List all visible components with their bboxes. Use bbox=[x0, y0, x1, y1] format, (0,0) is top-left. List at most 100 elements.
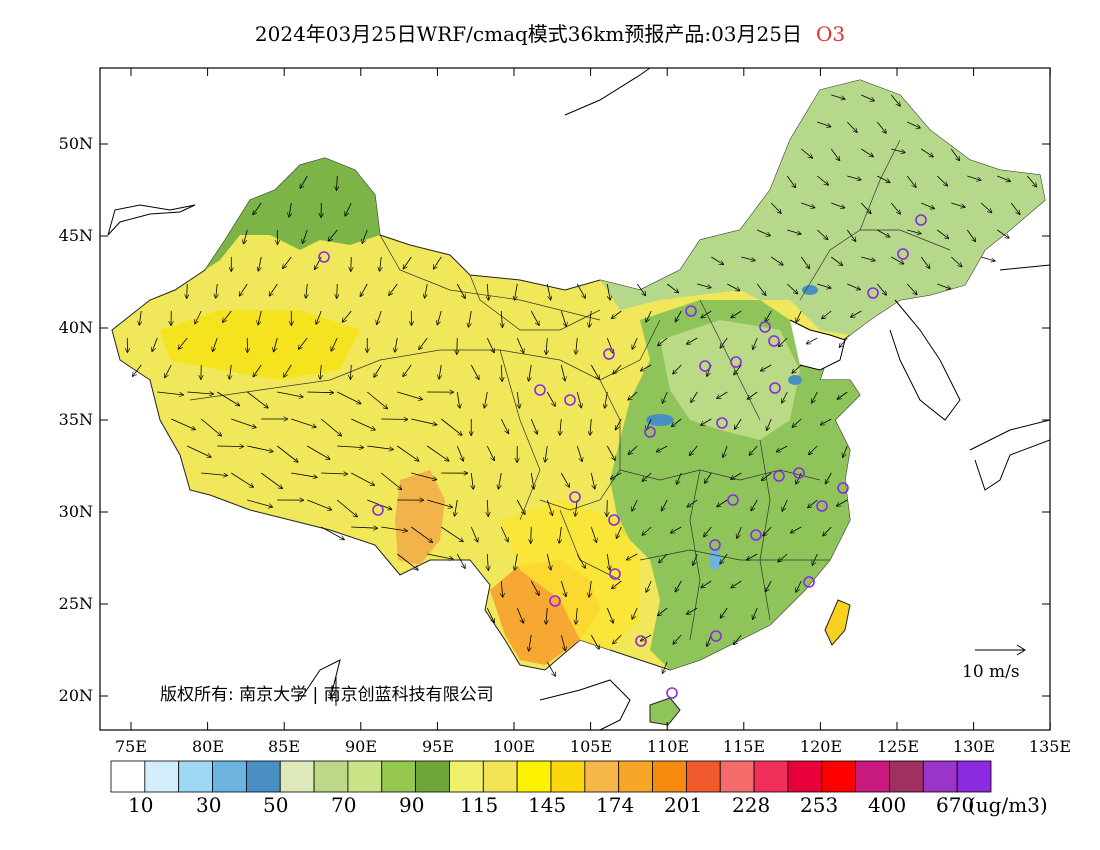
wind-arrow bbox=[877, 229, 889, 237]
wind-arrow bbox=[632, 607, 638, 619]
lon-label: 100E bbox=[493, 737, 535, 756]
wind-arrow bbox=[671, 526, 682, 533]
legend-swatch bbox=[347, 760, 383, 793]
wind-arrow bbox=[690, 445, 698, 455]
map-title: 2024年03月25日WRF/cmaq模式36km预报产品:03月25日 O3 bbox=[0, 18, 1100, 47]
wind-arrow bbox=[380, 256, 382, 271]
wind-arrow bbox=[936, 175, 947, 186]
region-northeast bbox=[600, 80, 1045, 335]
wind-arrow bbox=[765, 310, 772, 321]
station-marker bbox=[793, 467, 805, 479]
wind-arrow bbox=[741, 256, 755, 261]
wind-arrow bbox=[303, 229, 308, 243]
pollutant-label: O3 bbox=[815, 22, 846, 46]
wind-arrow bbox=[590, 364, 599, 379]
wind-arrow bbox=[501, 580, 502, 597]
wind-arrow bbox=[590, 526, 596, 542]
wind-arrow bbox=[244, 229, 248, 244]
lon-label: 125E bbox=[877, 737, 919, 756]
wind-arrow bbox=[753, 607, 758, 619]
wind-arrow bbox=[967, 175, 980, 180]
wind-arrow bbox=[470, 364, 479, 379]
lon-label: 105E bbox=[570, 737, 612, 756]
lat-label: 50N bbox=[59, 134, 93, 153]
wind-arrow bbox=[662, 499, 668, 511]
wind-arrow bbox=[425, 283, 428, 298]
wind-arrow bbox=[697, 283, 711, 288]
station-marker bbox=[666, 687, 678, 699]
wind-arrow bbox=[516, 607, 523, 623]
axis-ticks bbox=[100, 68, 1051, 730]
station-marker bbox=[837, 482, 849, 494]
wind-arrow bbox=[782, 499, 788, 511]
wind-arrow bbox=[559, 526, 561, 543]
wind-arrow bbox=[907, 229, 921, 234]
wind-arrow bbox=[721, 607, 728, 618]
wind-arrow bbox=[891, 256, 903, 264]
region-north-plain bbox=[660, 320, 800, 440]
wind-arrow bbox=[847, 175, 861, 180]
wind-arrow bbox=[839, 337, 848, 347]
wind-arrow bbox=[397, 445, 418, 461]
wind-arrow bbox=[576, 283, 585, 298]
wind-arrow bbox=[676, 310, 682, 322]
wind-arrow bbox=[770, 202, 781, 213]
station-marker bbox=[750, 529, 762, 541]
wind-arrow bbox=[306, 283, 307, 298]
wind-arrow bbox=[796, 580, 802, 592]
wind-arrow bbox=[817, 121, 830, 127]
wind-arrow bbox=[704, 526, 712, 537]
wind-arrow bbox=[860, 202, 870, 213]
legend-label: 90 bbox=[399, 793, 425, 817]
station-marker bbox=[549, 595, 561, 607]
wind-arrow bbox=[216, 283, 218, 298]
coastline-japan bbox=[969, 419, 1050, 491]
wind-arrow bbox=[765, 580, 772, 592]
wind-arrow bbox=[950, 148, 959, 160]
station-marker bbox=[569, 491, 581, 503]
wind-arrow bbox=[606, 283, 610, 300]
wind-arrow bbox=[921, 202, 934, 209]
wind-arrow bbox=[861, 256, 875, 261]
wind-arrow bbox=[546, 283, 550, 300]
wind-arrow bbox=[576, 553, 585, 568]
station-marker bbox=[710, 630, 722, 642]
legend-swatch bbox=[787, 760, 823, 793]
legend-label: 174 bbox=[596, 793, 635, 817]
wind-arrow bbox=[616, 418, 622, 430]
legend-swatch bbox=[449, 760, 484, 793]
wind-arrow bbox=[1026, 175, 1036, 187]
wind-arrow bbox=[403, 364, 412, 376]
wind-arrow bbox=[801, 202, 814, 208]
wind-arrow bbox=[397, 553, 418, 570]
wind-arrow bbox=[861, 148, 873, 157]
legend-swatch bbox=[652, 760, 687, 793]
wind-arrow bbox=[809, 445, 818, 454]
wind-arrow bbox=[247, 499, 272, 507]
wind-arrow bbox=[950, 256, 961, 267]
wind-arrow bbox=[846, 229, 855, 241]
wind-arrow bbox=[343, 310, 352, 322]
wind-arrow bbox=[316, 310, 322, 324]
wind-arrow bbox=[749, 445, 758, 455]
wind-arrow bbox=[792, 364, 802, 373]
wind-arrow bbox=[966, 229, 975, 241]
wind-arrow bbox=[720, 337, 728, 348]
wind-arrow bbox=[362, 229, 368, 243]
wind-arrow bbox=[258, 310, 262, 325]
lat-label: 35N bbox=[59, 410, 93, 429]
wind-arrow bbox=[437, 310, 442, 325]
lon-label: 135E bbox=[1029, 737, 1071, 756]
wind-arrow bbox=[937, 229, 948, 238]
legend-swatch bbox=[855, 760, 890, 793]
wind-arrow bbox=[877, 175, 889, 182]
legend-swatch bbox=[719, 760, 755, 793]
wind-arrow bbox=[381, 526, 407, 531]
wind-arrow bbox=[231, 418, 256, 428]
wind-arrow bbox=[187, 445, 211, 457]
wind-arrow bbox=[663, 661, 668, 673]
title-text: 2024年03月25日WRF/cmaq模式36km预报产品:03月25日 bbox=[254, 22, 802, 46]
wind-arrow bbox=[659, 553, 668, 563]
wind-arrow bbox=[906, 283, 916, 294]
wind-arrow bbox=[711, 256, 723, 264]
